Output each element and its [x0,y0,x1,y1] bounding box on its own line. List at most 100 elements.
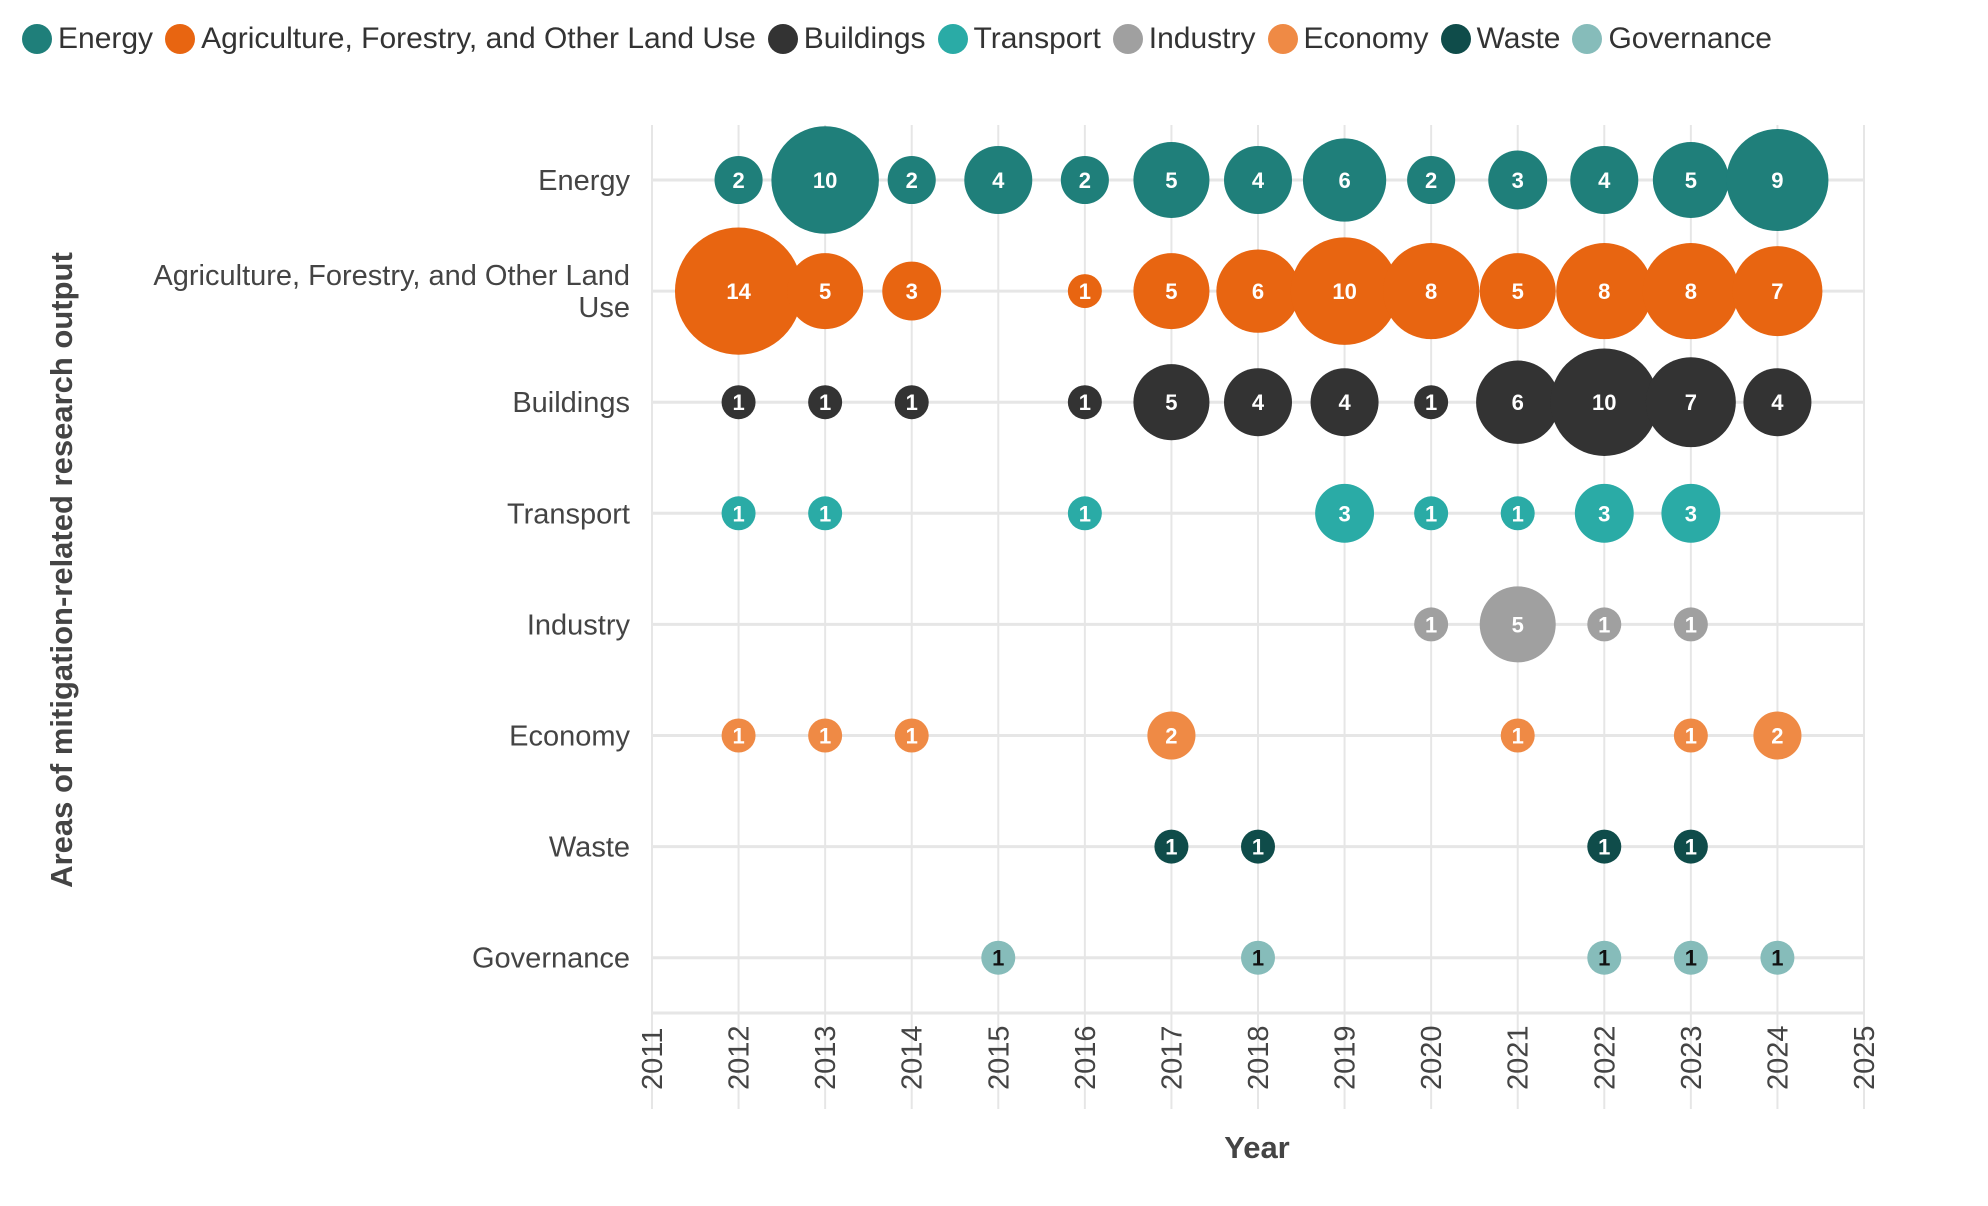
bubble [1067,496,1102,531]
bubble-label: 10 [1332,279,1356,304]
bubble [1743,368,1812,437]
bubble [1383,243,1480,340]
bubble-economy: 1 [1673,718,1708,753]
bubble-label: 1 [732,390,744,415]
bubble-label: 1 [1079,390,1091,415]
bubble-label: 5 [1685,168,1697,193]
bubble [787,253,864,330]
bubble [1556,243,1653,340]
bubble [894,385,929,420]
bubble-label: 7 [1771,279,1783,304]
bubble-label: 4 [1338,390,1351,415]
bubble-label: 1 [1252,946,1264,971]
bubble-buildings: 7 [1645,357,1736,448]
bubble-label: 10 [1592,390,1616,415]
bubble-waste: 1 [1241,829,1275,864]
bubble [808,718,843,753]
bubble-label: 1 [1685,724,1697,749]
y-tick-label: Transport [507,498,630,530]
x-tick-label: 2017 [1156,1025,1188,1090]
bubble-label: 4 [1252,390,1265,415]
legend-swatch [937,24,968,54]
y-tick-label-line: Economy [509,721,630,753]
legend-item: Transport [937,22,1101,56]
bubble-economy: 2 [1753,711,1802,760]
legend: Energy Agriculture, Forestry, and Other L… [22,22,1772,56]
bubble-economy: 1 [808,718,843,753]
bubble [1500,718,1535,753]
y-tick-label: Agriculture, Forestry, and Other Land Use [153,260,630,324]
bubble [1673,940,1708,975]
bubble-energy: 2 [1407,155,1456,205]
legend-label: Industry [1148,22,1256,55]
bubble [1414,607,1449,642]
bubble-agriculture: 5 [787,253,864,330]
y-tick-label-line: Use [578,292,630,324]
bubble-transport: 1 [1067,496,1102,531]
bubble [721,496,756,531]
bubble-label: 1 [732,724,744,749]
bubble-label: 4 [1252,168,1265,193]
x-tick-label: 2018 [1243,1025,1275,1090]
bubble-label: 1 [819,724,831,749]
bubble-label: 1 [1425,501,1437,526]
bubble-energy: 4 [1224,146,1292,214]
bubble-label: 1 [992,946,1004,971]
bubble-governance: 1 [1760,940,1795,975]
bubble [1067,274,1102,309]
legend-item: Industry [1112,22,1256,56]
bubble-label: 3 [906,279,918,304]
x-tick-label: 2024 [1762,1025,1794,1090]
bubble-label: 2 [906,168,918,193]
x-tick-label: 2016 [1070,1025,1102,1090]
bubble-transport: 1 [808,496,843,531]
bubble [1060,155,1109,205]
bubble-economy: 1 [721,718,756,753]
bubble-label: 6 [1252,279,1264,304]
bubble-label: 1 [1771,946,1783,971]
bubble [1414,385,1449,420]
bubble-transport: 1 [1500,496,1535,531]
bubble-label: 1 [906,724,918,749]
bubble-label: 4 [1598,168,1611,193]
bubble-label: 1 [1512,501,1524,526]
y-tick-label-line: Industry [527,609,631,641]
bubble [714,155,763,205]
bubble-governance: 1 [1673,940,1708,975]
legend-item: Governance [1572,22,1772,56]
bubble-buildings: 10 [1550,348,1659,456]
bubble-label: 6 [1338,168,1350,193]
bubble-agriculture: 3 [882,261,942,321]
bubble-label: 1 [1079,501,1091,526]
bubble [1216,249,1300,333]
bubble-energy: 10 [771,126,879,234]
bubble [721,385,756,420]
bubble-label: 1 [1598,946,1610,971]
legend-label: Agriculture, Forestry, and Other Land Us… [201,22,756,55]
x-tick-label: 2023 [1676,1025,1708,1090]
bubble-industry: 1 [1414,607,1449,642]
bubble-label: 3 [1338,501,1350,526]
bubble-label: 2 [732,168,744,193]
legend-label: Economy [1303,22,1429,55]
bubble-energy: 9 [1726,129,1829,231]
bubble-buildings: 1 [1414,385,1449,420]
bubble [1574,483,1634,543]
bubble [1673,718,1708,753]
bubble [1133,364,1210,441]
bubble-energy: 3 [1488,150,1548,210]
bubble-energy: 2 [714,155,763,205]
legend-swatch [1112,24,1143,54]
bubble-agriculture: 5 [1133,253,1210,330]
bubble [1645,357,1736,448]
bubble [1241,940,1275,975]
bubble-label: 1 [1165,835,1177,860]
bubble-buildings: 1 [808,385,843,420]
bubble-waste: 1 [1673,829,1708,864]
bubble-agriculture: 6 [1216,249,1300,333]
bubble-transport: 3 [1574,483,1634,543]
bubble-label: 8 [1685,279,1697,304]
legend-label: Buildings [803,22,926,55]
bubble-energy: 2 [1060,155,1109,205]
